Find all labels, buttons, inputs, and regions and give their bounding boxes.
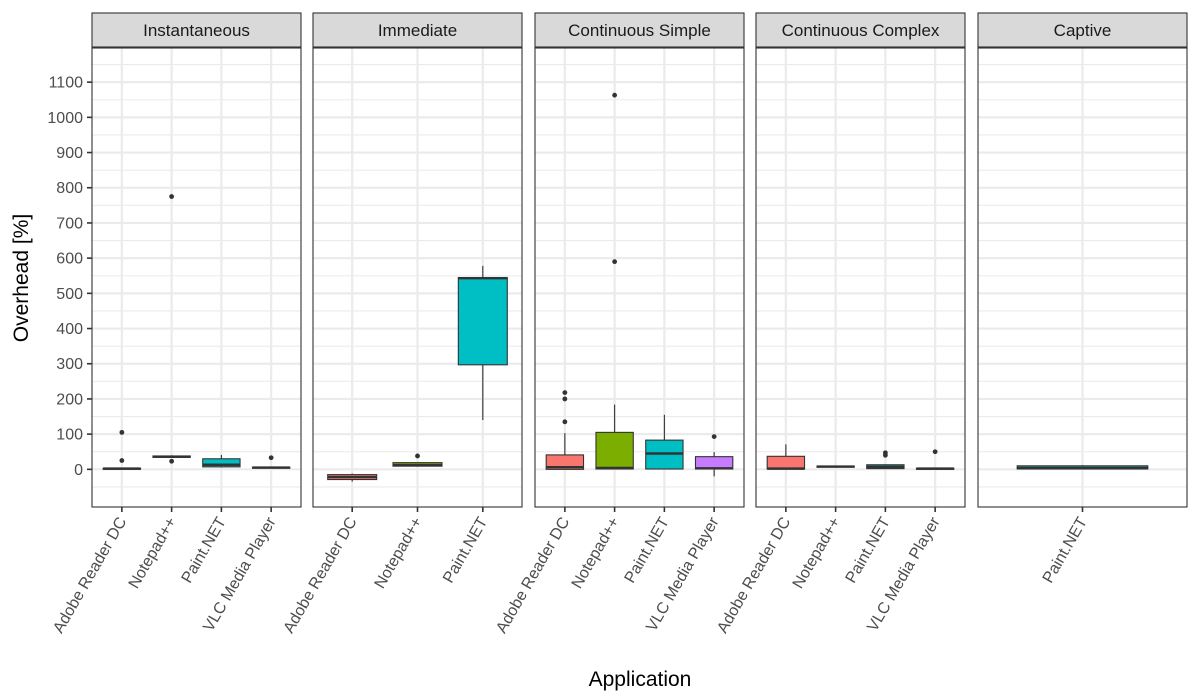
box-paint-net: [645, 414, 684, 470]
box-paint-net: [457, 265, 508, 421]
y-tick-label: 100: [56, 427, 83, 444]
x-tick-label: Adobe Reader DC: [493, 515, 573, 637]
panel-border: [755, 47, 966, 508]
outlier-point: [169, 458, 175, 464]
facet-panel-immediate: Immediate Adobe Reader DC Notepad++ Paint.N…: [281, 12, 523, 637]
box-adobe-reader-dc: [327, 473, 378, 482]
outlier-point: [932, 449, 938, 455]
box-body: [545, 454, 585, 470]
outlier-point: [169, 194, 175, 199]
facet-panel-instantaneous: Instantaneous Adobe Reader DCNotepad++Pai…: [50, 12, 302, 637]
outlier-point: [119, 458, 125, 463]
x-tick-label: Adobe Reader DC: [714, 515, 794, 637]
x-tick-label: Paint.NET: [622, 514, 673, 586]
outlier-point: [562, 396, 568, 402]
panel-background: [92, 48, 301, 507]
panel-border: [534, 47, 745, 508]
y-tick-label: 600: [56, 251, 83, 268]
outlier-point: [562, 390, 568, 396]
x-tick-label: Notepad++: [790, 515, 844, 592]
box-adobe-reader-dc: [545, 390, 585, 470]
x-tick-label: Notepad++: [126, 515, 180, 592]
box-notepad-: [392, 453, 443, 467]
y-tick-label: 1100: [49, 75, 84, 92]
facet-strip: [755, 12, 966, 48]
facet-strip: [534, 12, 745, 48]
panel-background: [756, 48, 965, 507]
y-tick-label: 300: [56, 356, 83, 373]
y-tick-label: 700: [56, 215, 83, 232]
x-tick-label: Paint.NET: [1040, 514, 1091, 586]
y-tick-label: 500: [56, 286, 83, 303]
facet-strip-label: Continuous Simple: [568, 21, 711, 40]
x-tick-label: Paint.NET: [179, 514, 230, 586]
y-tick-label: 900: [56, 145, 83, 162]
box-adobe-reader-dc: [766, 444, 806, 470]
y-tick-label: 800: [56, 180, 83, 197]
outlier-point: [882, 452, 888, 458]
panel-background: [535, 48, 744, 507]
facet-strip-label: Captive: [1054, 21, 1112, 40]
y-tick-label: 200: [56, 391, 83, 408]
outlier-point: [268, 455, 274, 461]
facet-strip-label: Continuous Complex: [782, 21, 940, 40]
box-body: [766, 455, 806, 470]
box-paint-net: [202, 454, 241, 468]
x-tick-label: Notepad++: [569, 515, 623, 592]
box-body: [595, 431, 634, 470]
facet-strip: [312, 12, 523, 48]
outlier-point: [612, 259, 618, 265]
box-vlc-media-player: [694, 434, 734, 477]
panel-border: [91, 47, 302, 508]
outlier-point: [415, 453, 420, 459]
box-notepad-: [595, 92, 634, 470]
x-tick-label: Adobe Reader DC: [281, 515, 361, 637]
box-body: [202, 458, 241, 468]
x-tick-label: Adobe Reader DC: [50, 515, 130, 637]
facet-panel-captive: Captive Paint.NET: [977, 12, 1188, 586]
y-axis-title: Overhead [%]: [10, 214, 33, 342]
outlier-point: [711, 434, 717, 440]
y-axis: 0 100 200 300 400 500 600 700 800 900 1000 1100: [47, 75, 92, 479]
outlier-point: [612, 92, 618, 98]
outlier-point: [119, 429, 125, 435]
box-body: [457, 276, 508, 366]
y-tick-label: 1000: [47, 110, 83, 127]
facet-panel-continuous-simple: Continuous Simple Adobe Reader DCNotepad+…: [493, 12, 745, 637]
box-paint-net: [1016, 465, 1149, 470]
facet-strip-label: Instantaneous: [143, 21, 250, 40]
x-tick-label: Notepad++: [372, 515, 426, 592]
facet-strip: [977, 12, 1188, 48]
facet-panel-continuous-complex: Continuous Complex Adobe Reader DCNotepad…: [714, 12, 966, 637]
outlier-point: [562, 419, 568, 425]
box-vlc-media-player: [915, 449, 955, 470]
y-tick-label: 0: [74, 462, 83, 479]
facet-strip-label: Immediate: [378, 21, 457, 40]
x-axis-title: Application: [589, 668, 692, 691]
y-tick-label: 400: [56, 321, 83, 338]
x-tick-label: Paint.NET: [440, 514, 491, 586]
box-vlc-media-player: [251, 455, 291, 469]
box-paint-net: [866, 450, 905, 470]
box-notepad-: [816, 465, 855, 468]
x-tick-label: Paint.NET: [843, 514, 894, 586]
box-notepad-: [152, 194, 191, 464]
box-adobe-reader-dc: [102, 429, 142, 470]
facet-strip: [91, 12, 302, 48]
